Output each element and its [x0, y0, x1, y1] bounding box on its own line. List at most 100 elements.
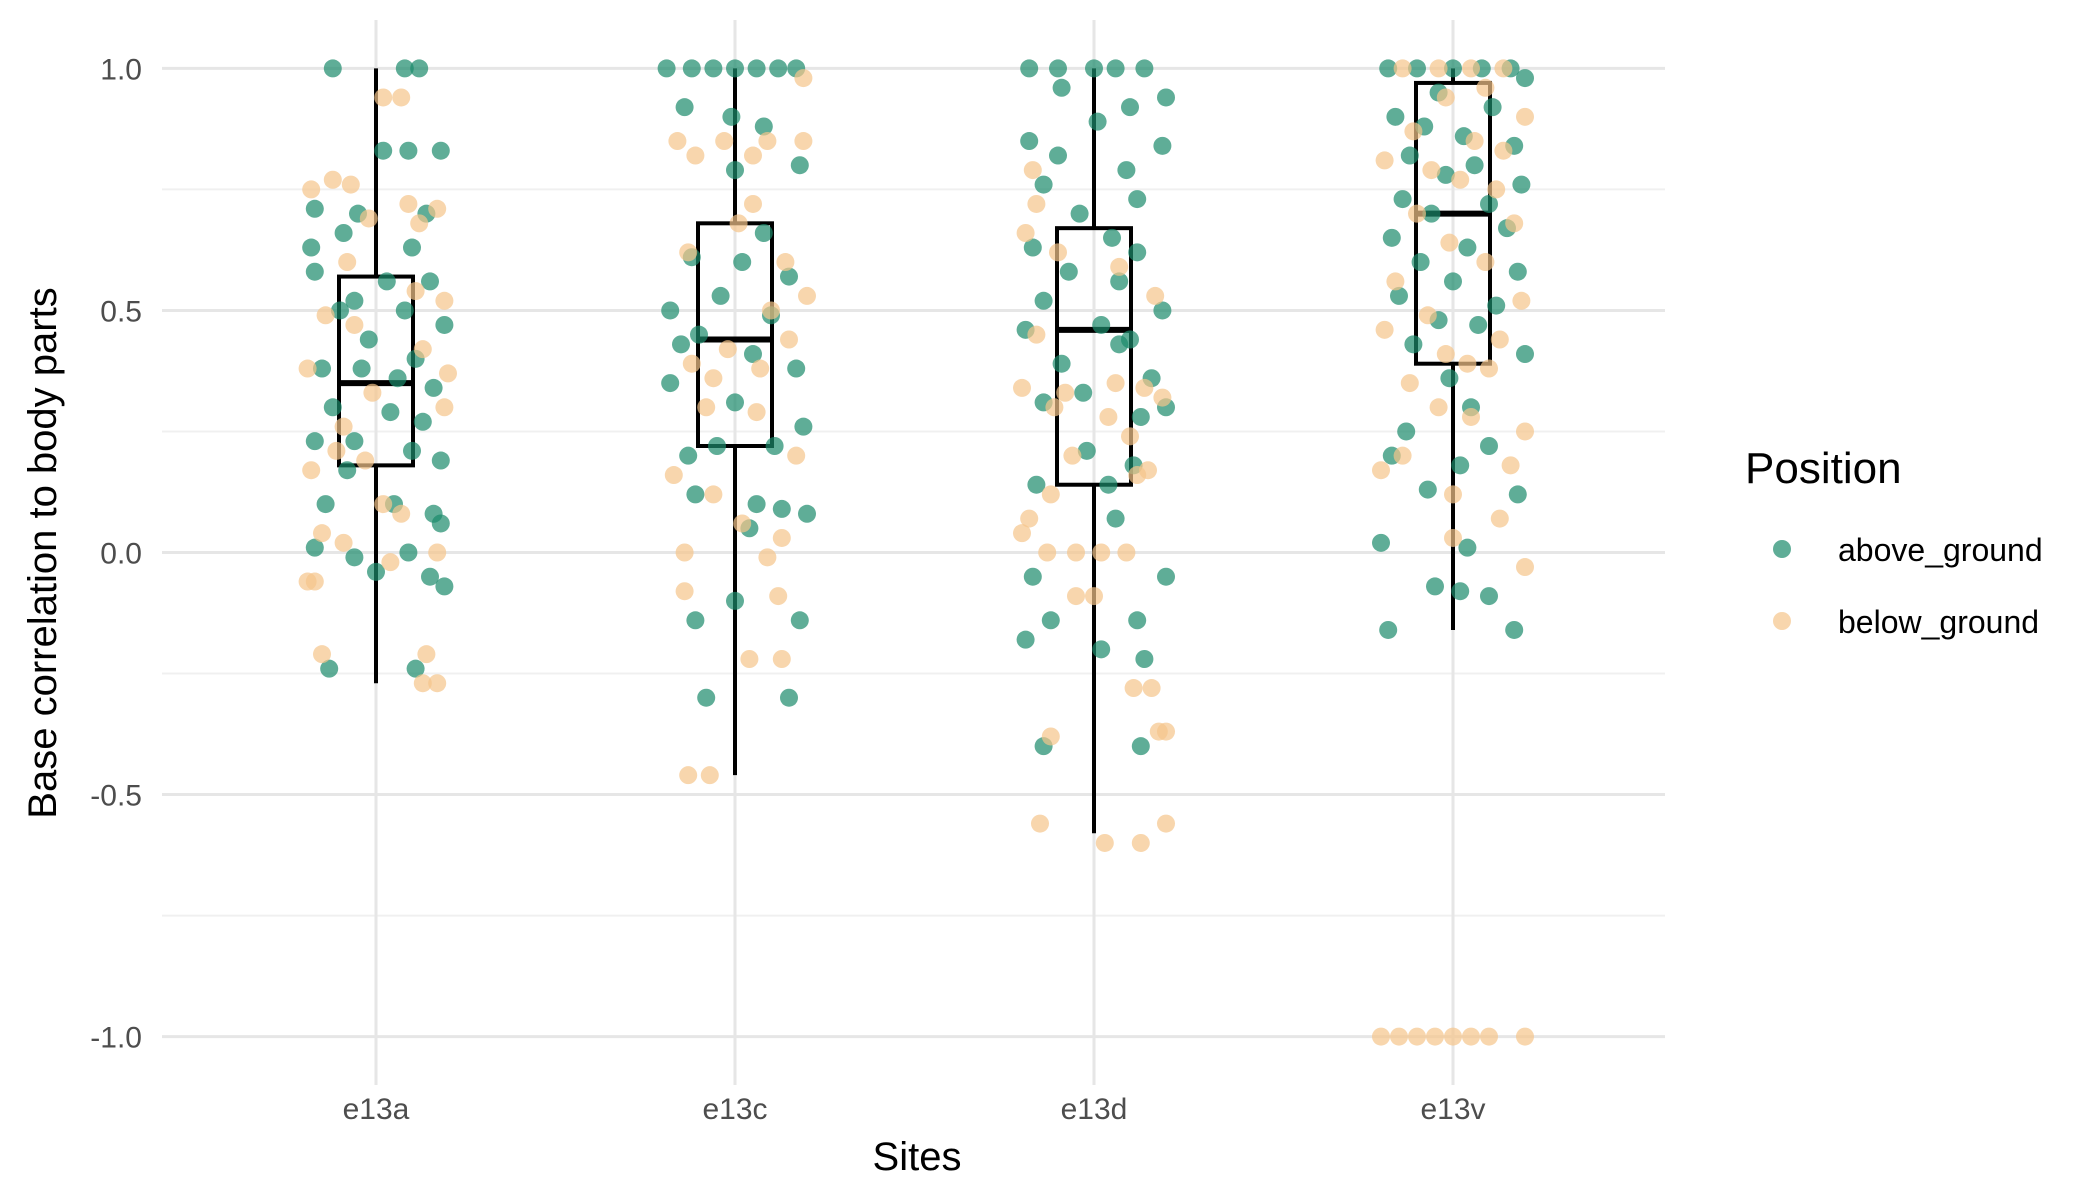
- data-point-above-ground: [381, 403, 400, 422]
- data-point-above-ground: [690, 325, 708, 344]
- data-point-below-ground: [772, 528, 791, 547]
- data-point-above-ground: [708, 437, 726, 455]
- data-point-below-ground: [428, 199, 447, 218]
- data-point-below-ground: [1444, 1027, 1462, 1046]
- data-point-above-ground: [1386, 107, 1405, 126]
- data-point-above-ground: [1157, 88, 1175, 107]
- data-point-below-ground: [747, 403, 766, 422]
- data-point-above-ground: [1512, 175, 1531, 194]
- data-point-above-ground: [704, 59, 723, 78]
- data-point-below-ground: [776, 253, 795, 272]
- data-point-above-ground: [1128, 190, 1147, 209]
- data-point-below-ground: [1372, 461, 1390, 480]
- data-point-above-ground: [367, 562, 385, 581]
- data-point-below-ground: [794, 69, 813, 88]
- data-point-below-ground: [1027, 325, 1046, 344]
- data-point-below-ground: [410, 214, 429, 233]
- data-point-above-ground: [323, 398, 342, 417]
- data-point-below-ground: [758, 132, 777, 151]
- data-point-below-ground: [1045, 398, 1064, 417]
- data-point-above-ground: [1444, 272, 1462, 291]
- data-point-above-ground: [1426, 577, 1444, 596]
- data-point-above-ground: [672, 335, 690, 354]
- data-point-above-ground: [657, 59, 676, 78]
- data-point-above-ground: [1480, 587, 1498, 606]
- data-point-above-ground: [787, 359, 806, 378]
- legend: Position above_ground below_ground: [1745, 444, 2043, 640]
- data-point-below-ground: [1462, 407, 1480, 426]
- data-point-below-ground: [428, 543, 447, 562]
- data-point-below-ground: [1099, 407, 1118, 426]
- data-point-above-ground: [1041, 611, 1060, 630]
- data-point-above-ground: [377, 272, 396, 291]
- data-point-below-ground: [305, 572, 324, 591]
- data-point-below-ground: [1440, 233, 1459, 252]
- data-point-above-ground: [1404, 335, 1423, 354]
- data-point-above-ground: [1034, 175, 1053, 194]
- x-tick-label: e13d: [1061, 1093, 1128, 1126]
- data-point-below-ground: [1124, 679, 1143, 698]
- data-point-above-ground: [331, 301, 349, 320]
- data-point-above-ground: [1157, 567, 1175, 586]
- data-point-above-ground: [1436, 165, 1455, 184]
- data-point-below-ground: [1110, 257, 1129, 276]
- data-point-below-ground: [704, 485, 723, 504]
- box-e13a: [337, 274, 415, 468]
- data-point-above-ground: [302, 238, 321, 257]
- data-point-below-ground: [302, 180, 321, 199]
- data-point-above-ground: [1411, 253, 1430, 272]
- data-point-above-ground: [1458, 538, 1477, 557]
- data-point-below-ground: [718, 340, 737, 359]
- data-point-below-ground: [1516, 107, 1534, 126]
- data-point-above-ground: [697, 688, 716, 707]
- data-point-below-ground: [399, 194, 418, 213]
- data-point-below-ground: [302, 461, 321, 480]
- data-point-above-ground: [1110, 335, 1129, 354]
- data-point-below-ground: [1016, 224, 1035, 242]
- data-point-above-ground: [431, 141, 450, 160]
- data-point-above-ground: [747, 59, 766, 78]
- data-point-below-ground: [1393, 59, 1412, 78]
- data-point-below-ground: [715, 132, 734, 151]
- data-point-below-ground: [406, 282, 425, 301]
- data-point-above-ground: [1092, 640, 1111, 659]
- data-point-below-ground: [780, 330, 798, 349]
- data-point-below-ground: [762, 301, 780, 320]
- data-point-above-ground: [747, 495, 766, 514]
- data-point-above-ground: [726, 393, 744, 412]
- data-point-below-ground: [1429, 59, 1448, 78]
- y-axis-ticks: 1.0 0.5 0.0 -0.5 -1.0: [90, 53, 142, 1054]
- data-point-below-ground: [345, 315, 364, 334]
- data-point-above-ground: [359, 330, 378, 349]
- data-point-below-ground: [435, 398, 454, 417]
- data-point-above-ground: [1516, 345, 1534, 364]
- data-point-below-ground: [374, 495, 393, 514]
- data-point-below-ground: [323, 170, 342, 189]
- data-point-below-ground: [1487, 180, 1506, 199]
- x-axis-title: Sites: [873, 1135, 962, 1179]
- data-point-above-ground: [1451, 456, 1470, 475]
- data-point-above-ground: [711, 286, 730, 305]
- data-point-above-ground: [1393, 190, 1412, 209]
- data-point-below-ground: [1436, 88, 1455, 107]
- data-point-above-ground: [1469, 315, 1488, 334]
- data-point-above-ground: [1451, 582, 1470, 601]
- data-point-above-ground: [1049, 146, 1067, 165]
- data-point-below-ground: [1023, 161, 1042, 180]
- data-point-above-ground: [790, 611, 809, 630]
- data-point-above-ground: [1088, 112, 1107, 131]
- data-point-below-ground: [1095, 833, 1114, 852]
- data-point-above-ground: [1121, 98, 1139, 117]
- data-point-below-ground: [1476, 78, 1495, 97]
- data-point-above-ground: [1074, 383, 1093, 402]
- data-point-below-ground: [1516, 422, 1534, 441]
- data-point-below-ground: [1135, 378, 1154, 397]
- data-point-above-ground: [1379, 620, 1398, 639]
- data-point-below-ground: [700, 766, 719, 785]
- data-point-below-ground: [1375, 320, 1394, 339]
- data-point-above-ground: [780, 688, 798, 707]
- legend-swatch-below-ground: [1773, 612, 1791, 630]
- data-point-above-ground: [769, 59, 788, 78]
- data-point-below-ground: [1516, 558, 1534, 577]
- data-point-below-ground: [679, 766, 698, 785]
